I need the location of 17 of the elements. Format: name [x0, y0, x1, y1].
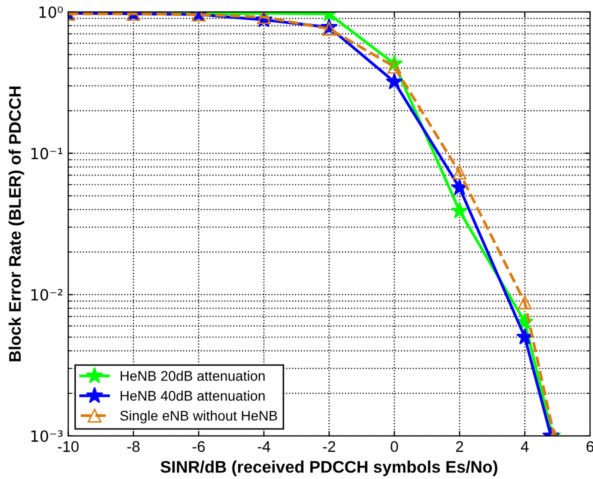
- y-tick-label: 10⁰: [39, 6, 63, 18]
- x-tick-label: -4: [258, 441, 270, 452]
- y-axis-title: Block Error Rate (BLER) of PDCCH: [8, 86, 24, 362]
- y-tick-label: 10⁻²: [31, 289, 62, 301]
- x-axis-title: SINR/dB (received PDCCH symbols Es/No): [160, 460, 498, 476]
- x-tick-label: -8: [127, 441, 140, 452]
- x-tick-label: -6: [192, 441, 205, 452]
- x-tick-label: 0: [390, 441, 398, 452]
- legend-label: HeNB 40dB attenuation: [120, 390, 265, 401]
- x-tick-label: 2: [456, 441, 464, 452]
- y-tick-label: 10⁻¹: [31, 148, 62, 160]
- x-tick-label: 4: [520, 441, 529, 452]
- x-tick-label: -10: [58, 441, 79, 452]
- x-tick-label: -2: [323, 441, 336, 452]
- legend-label: Single eNB without HeNB: [120, 410, 278, 424]
- y-tick-label: 10⁻³: [31, 430, 63, 442]
- legend-label: HeNB 20dB attenuation: [120, 370, 265, 381]
